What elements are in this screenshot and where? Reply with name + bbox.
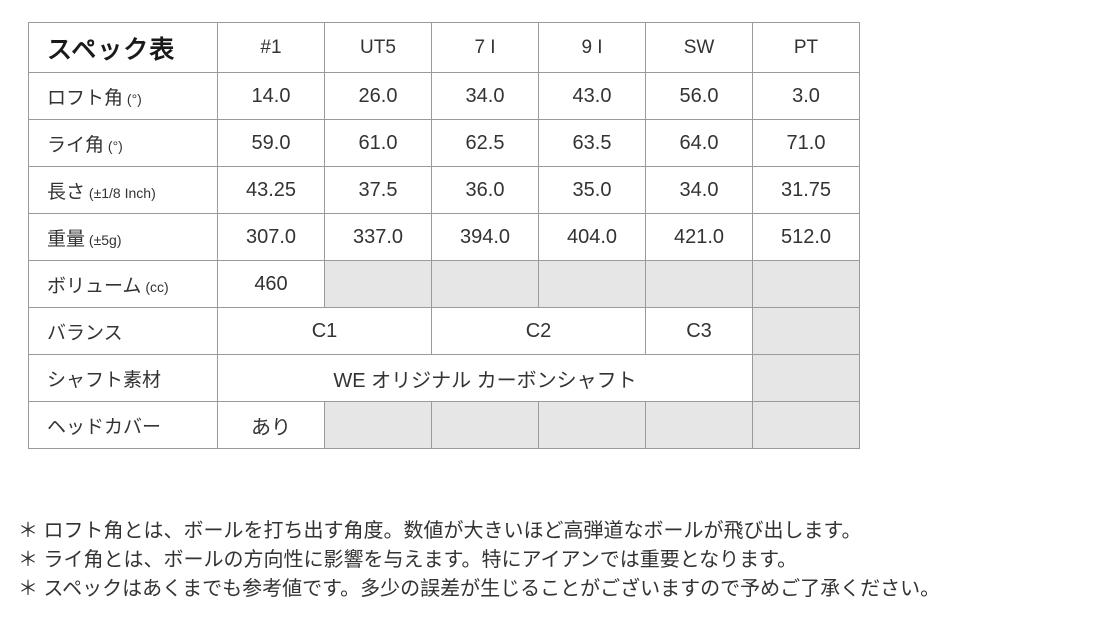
empty-cell — [752, 354, 860, 402]
empty-cell — [645, 401, 753, 449]
value-cell: 61.0 — [324, 119, 432, 167]
value-cell: C3 — [645, 307, 753, 355]
table-title: スペック表 — [28, 22, 218, 73]
row-label: バランス — [28, 307, 218, 355]
footnote-disclaimer: ＊ スペックはあくまでも参考値です。多少の誤差が生じることがございますので予めご… — [18, 578, 941, 600]
table-row: バランス C1 C2 C3 — [28, 307, 860, 355]
value-cell: 3.0 — [752, 72, 860, 120]
value-cell: 59.0 — [217, 119, 325, 167]
footnote-lie: ＊ ライ角とは、ボールの方向性に影響を与えます。特にアイアンでは重要となります。 — [18, 549, 798, 571]
row-label: 長さ (±1/8 Inch) — [28, 166, 218, 214]
value-cell: 460 — [217, 260, 325, 308]
column-header-2: UT5 — [324, 22, 432, 73]
row-label: ボリューム (cc) — [28, 260, 218, 308]
empty-cell — [431, 401, 539, 449]
table-row: ヘッドカバー あり — [28, 401, 860, 449]
row-label: シャフト素材 — [28, 354, 218, 402]
value-cell: 62.5 — [431, 119, 539, 167]
value-cell: 64.0 — [645, 119, 753, 167]
empty-cell — [752, 401, 860, 449]
value-cell: 63.5 — [538, 119, 646, 167]
value-cell: 404.0 — [538, 213, 646, 261]
footnote-loft: ＊ ロフト角とは、ボールを打ち出す角度。数値が大きいほど高弾道なボールが飛び出し… — [18, 520, 862, 542]
empty-cell — [645, 260, 753, 308]
value-cell: 37.5 — [324, 166, 432, 214]
value-cell: 394.0 — [431, 213, 539, 261]
column-header-3: 7 I — [431, 22, 539, 73]
value-cell: 26.0 — [324, 72, 432, 120]
empty-cell — [538, 260, 646, 308]
value-cell: あり — [217, 401, 325, 449]
value-cell: 31.75 — [752, 166, 860, 214]
value-cell: C1 — [217, 307, 432, 355]
empty-cell — [324, 260, 432, 308]
value-cell: 43.0 — [538, 72, 646, 120]
table-row: ボリューム (cc) 460 — [28, 260, 860, 308]
column-header-4: 9 I — [538, 22, 646, 73]
row-label: ヘッドカバー — [28, 401, 218, 449]
value-cell: WE オリジナル カーボンシャフト — [217, 354, 753, 402]
column-header-1: #1 — [217, 22, 325, 73]
value-cell: 337.0 — [324, 213, 432, 261]
value-cell: 307.0 — [217, 213, 325, 261]
row-label: ロフト角 (°) — [28, 72, 218, 120]
value-cell: 421.0 — [645, 213, 753, 261]
table-row: シャフト素材 WE オリジナル カーボンシャフト — [28, 354, 860, 402]
row-label: ライ角 (°) — [28, 119, 218, 167]
value-cell: C2 — [431, 307, 646, 355]
table-row: 重量 (±5g) 307.0 337.0 394.0 404.0 421.0 512.0 — [28, 213, 860, 261]
empty-cell — [324, 401, 432, 449]
value-cell: 71.0 — [752, 119, 860, 167]
empty-cell — [752, 260, 860, 308]
value-cell: 14.0 — [217, 72, 325, 120]
empty-cell — [538, 401, 646, 449]
column-header-6: PT — [752, 22, 860, 73]
table-row: ライ角 (°) 59.0 61.0 62.5 63.5 64.0 71.0 — [28, 119, 860, 167]
value-cell: 56.0 — [645, 72, 753, 120]
value-cell: 43.25 — [217, 166, 325, 214]
table-row: ロフト角 (°) 14.0 26.0 34.0 43.0 56.0 3.0 — [28, 72, 860, 120]
footnotes: ＊ ロフト角とは、ボールを打ち出す角度。数値が大きいほど高弾道なボールが飛び出し… — [18, 517, 940, 604]
value-cell: 512.0 — [752, 213, 860, 261]
value-cell: 34.0 — [645, 166, 753, 214]
empty-cell — [431, 260, 539, 308]
row-label: 重量 (±5g) — [28, 213, 218, 261]
column-header-5: SW — [645, 22, 753, 73]
table-row: 長さ (±1/8 Inch) 43.25 37.5 36.0 35.0 34.0 31.75 — [28, 166, 860, 214]
value-cell: 35.0 — [538, 166, 646, 214]
value-cell: 34.0 — [431, 72, 539, 120]
empty-cell — [752, 307, 860, 355]
value-cell: 36.0 — [431, 166, 539, 214]
